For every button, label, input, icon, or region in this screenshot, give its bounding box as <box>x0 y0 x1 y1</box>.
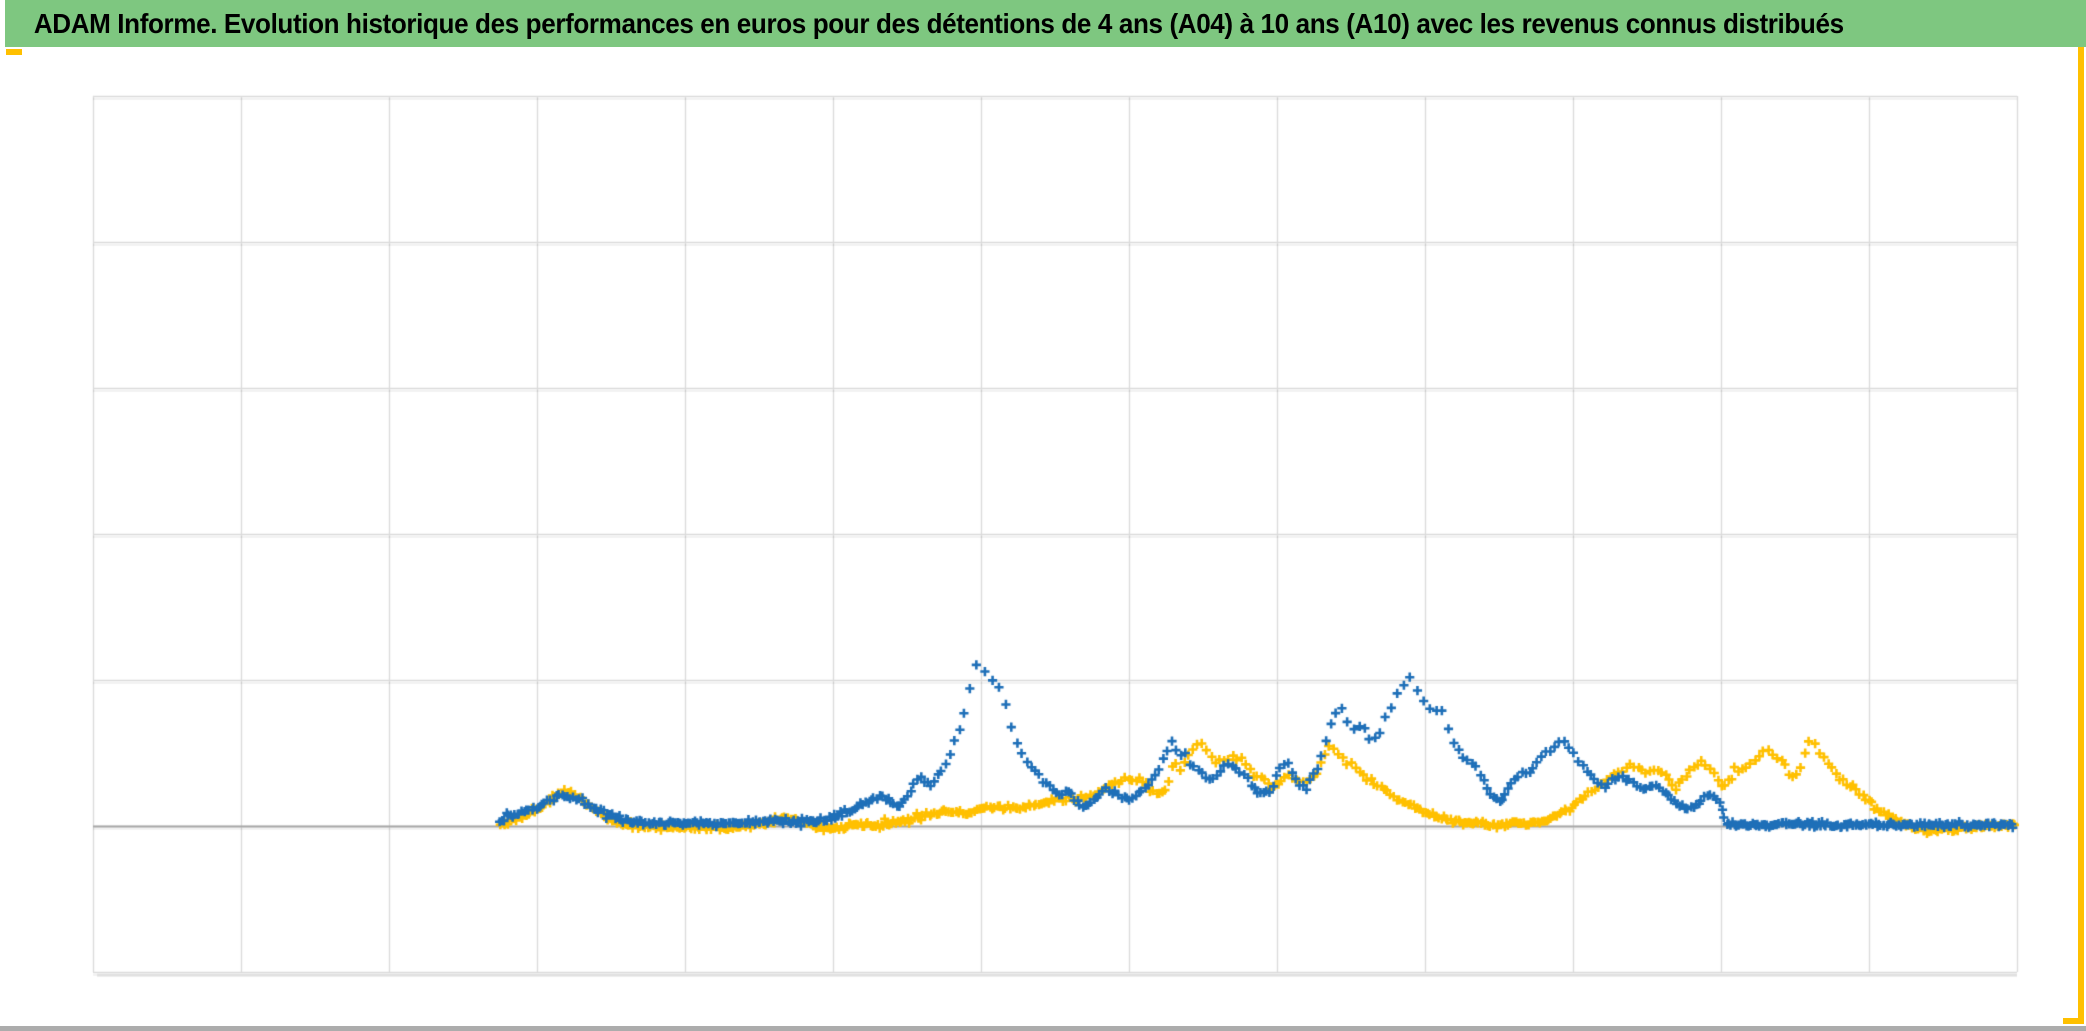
yellow-right-border-line <box>2078 47 2084 1024</box>
yellow-accent-dash <box>6 49 22 55</box>
yellow-right-border-foot <box>2063 1018 2084 1024</box>
page-title: ADAM Informe. Evolution historique des p… <box>33 7 1844 39</box>
title-bar: ADAM Informe. Evolution historique des p… <box>5 0 2086 47</box>
bottom-gray-bar <box>0 1026 2086 1031</box>
